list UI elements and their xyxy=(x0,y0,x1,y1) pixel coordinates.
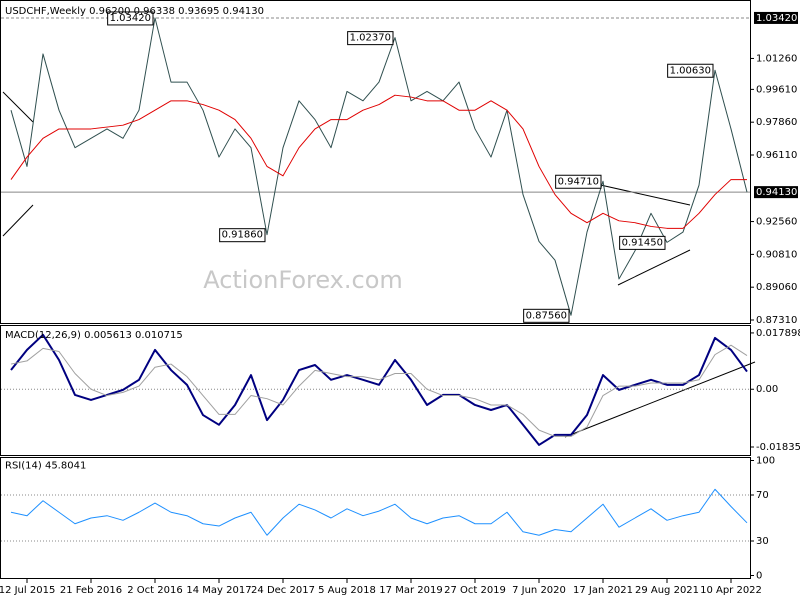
value-label: 0.87560 xyxy=(523,308,570,323)
x-tick-label: 27 Oct 2019 xyxy=(444,585,506,596)
value-label-text: 0.91450 xyxy=(622,237,663,248)
value-label: 1.00630 xyxy=(667,63,714,78)
value-label-box xyxy=(523,308,570,323)
price-tag-label: 1.03420 xyxy=(756,13,797,24)
y-tick-label: 0.017898 xyxy=(756,328,800,339)
trendlines xyxy=(2,91,756,438)
value-label-box xyxy=(555,174,602,189)
price-tag xyxy=(754,186,798,199)
x-tick-label: 12 Jul 2015 xyxy=(0,585,55,596)
panel-title: RSI(14) 45.8041 xyxy=(5,461,86,472)
value-label-text: 0.87560 xyxy=(526,310,567,321)
price-tag-label: 0.94130 xyxy=(756,187,797,198)
y-tick-label: 70 xyxy=(756,490,769,501)
trendline xyxy=(595,183,691,206)
y-tick-label: 0.99610 xyxy=(756,84,797,95)
trendline xyxy=(2,91,34,123)
rsi-frame xyxy=(0,457,751,579)
y-tick-label: 0.89060 xyxy=(756,282,797,293)
value-label-text: 1.03420 xyxy=(110,13,151,24)
value-label-text: 0.94710 xyxy=(558,176,599,187)
x-tick-label: 10 Apr 2022 xyxy=(700,585,762,596)
x-tick-label: 29 Aug 2021 xyxy=(635,585,699,596)
value-label-box xyxy=(619,235,666,250)
trendline xyxy=(564,361,756,438)
value-label-box xyxy=(347,31,394,46)
value-label: 0.91860 xyxy=(219,228,266,243)
value-label-box xyxy=(219,228,266,243)
value-label-text: 0.91860 xyxy=(222,230,263,241)
value-label: 0.94710 xyxy=(555,174,602,189)
macd-frame xyxy=(0,325,751,456)
series-line xyxy=(10,488,748,536)
x-tick-label: 24 Dec 2017 xyxy=(251,585,315,596)
x-tick-label: 14 May 2017 xyxy=(186,585,251,596)
x-tick-label: 7 Jun 2020 xyxy=(512,585,566,596)
price-tag xyxy=(754,11,798,24)
trendline xyxy=(617,249,691,286)
y-tick-label: 0.92560 xyxy=(756,217,797,228)
y-tick-label: 100 xyxy=(756,456,775,467)
watermark: ActionForex.com xyxy=(203,266,403,294)
series-line xyxy=(10,333,748,446)
y-tick-label: 0.97860 xyxy=(756,117,797,128)
x-tick-label: 2 Oct 2016 xyxy=(127,585,182,596)
panel-title: MACD(12,26,9) 0.005613 0.010715 xyxy=(5,330,183,341)
x-tick-label: 21 Feb 2016 xyxy=(60,585,122,596)
trendline xyxy=(2,204,34,237)
x-tick-label: 17 Mar 2019 xyxy=(379,585,442,596)
panel-title: USDCHF,Weekly 0.96200 0.96338 0.93695 0.… xyxy=(5,6,264,17)
y-tick-label: 0 xyxy=(756,571,762,582)
series-line xyxy=(10,17,748,316)
x-tick-label: 17 Jan 2021 xyxy=(573,585,633,596)
y-tick-label: 0.96110 xyxy=(756,150,797,161)
y-tick-label: 0.00 xyxy=(756,384,778,395)
y-tick-label: 1.01260 xyxy=(756,53,797,64)
y-tick-label: 0.87310 xyxy=(756,315,797,326)
value-label: 0.91450 xyxy=(619,235,666,250)
y-tick-label: 0.90810 xyxy=(756,249,797,260)
y-tick-label: -0.018354 xyxy=(756,442,800,453)
value-label-box xyxy=(107,11,154,26)
series-line xyxy=(10,94,747,229)
value-label-text: 1.00630 xyxy=(670,65,711,76)
value-label-text: 1.02370 xyxy=(350,33,391,44)
y-tick-label: 30 xyxy=(756,536,769,547)
value-label-box xyxy=(667,63,714,78)
value-label: 1.03420 xyxy=(107,11,154,26)
price-frame xyxy=(0,0,751,324)
value-label: 1.02370 xyxy=(347,31,394,46)
series-line xyxy=(10,344,748,437)
x-tick-label: 5 Aug 2018 xyxy=(318,585,376,596)
